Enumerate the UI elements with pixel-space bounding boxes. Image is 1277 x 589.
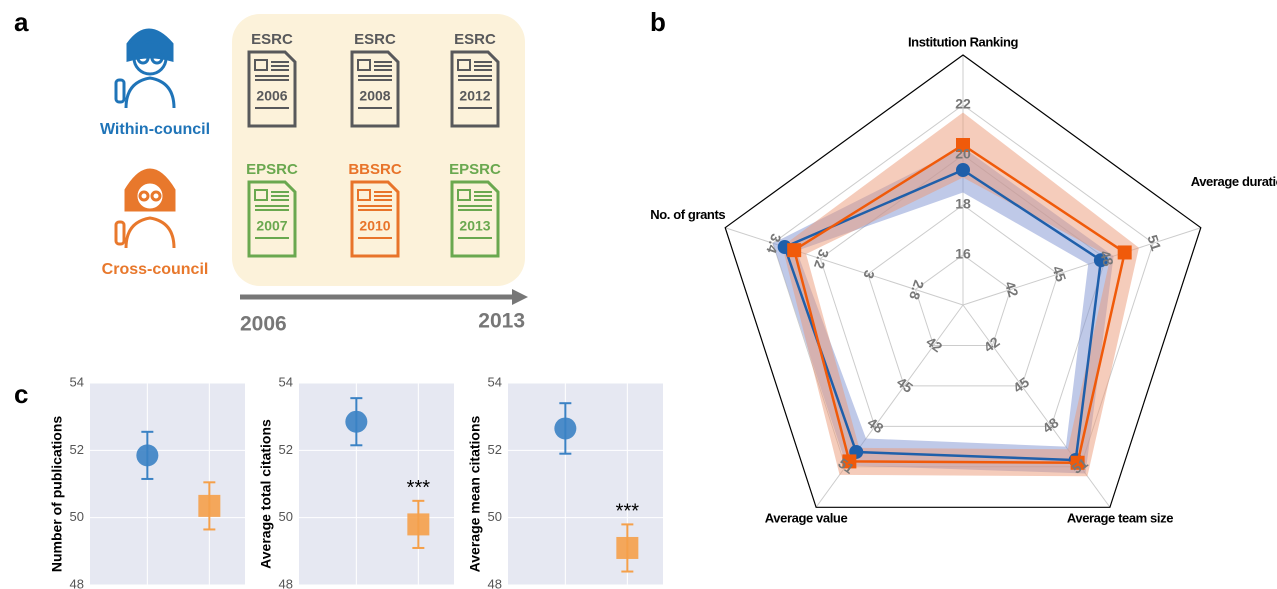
y-axis-label: Average mean citations: [467, 415, 483, 572]
marker: [1093, 253, 1108, 268]
axis-label: No. of grants: [650, 207, 725, 222]
tick-label: 42: [981, 333, 1003, 355]
y-tick-label: 50: [70, 509, 84, 524]
radar-frame: [724, 54, 1202, 508]
tick-label: 42: [1002, 279, 1022, 299]
timeline-start: 2006: [240, 313, 287, 336]
document-icon: [350, 180, 400, 258]
tick-label: 48: [1039, 414, 1061, 436]
y-tick-label: 52: [279, 442, 293, 457]
panel-label: a: [14, 7, 29, 37]
grid-ring: [867, 204, 1059, 387]
group-label: Cross-council: [102, 261, 209, 278]
document-icon: [450, 50, 500, 128]
scientist-icon: [114, 28, 176, 109]
axis-label: Average value: [765, 511, 848, 526]
y-tick-label: 54: [279, 374, 293, 389]
year-label: 2006: [256, 88, 287, 104]
council-label: ESRC: [454, 31, 496, 48]
year-label: 2008: [359, 88, 390, 104]
grid-ring: [914, 254, 1012, 346]
series-line: [792, 143, 1127, 465]
marker: [956, 138, 970, 152]
document-icon: [247, 50, 297, 128]
y-tick-label: 48: [279, 576, 293, 589]
document-icon: [357, 189, 371, 201]
tick-label: 18: [955, 196, 971, 212]
y-tick-label: 50: [488, 509, 502, 524]
tick-label: 2.8: [906, 278, 927, 302]
council-label: EPSRC: [246, 161, 298, 178]
tick-label: 45: [894, 374, 916, 396]
tick-label: 3.4: [763, 232, 784, 256]
y-tick-label: 50: [279, 509, 293, 524]
series-line: [783, 168, 1103, 462]
council-label: BBSRC: [348, 161, 402, 178]
document-icon: [254, 59, 268, 71]
year-label: 2013: [459, 218, 490, 234]
axis-label: Average duration: [1191, 174, 1277, 189]
scientist-icon: [114, 168, 176, 249]
tick-label: 48: [865, 414, 887, 436]
marker: [198, 494, 221, 517]
tick-label: 20: [955, 146, 971, 162]
y-tick-label: 54: [70, 374, 84, 389]
marker: [136, 444, 159, 467]
tick-label: 42: [923, 333, 945, 355]
year-label: 2010: [359, 218, 390, 234]
spoke: [962, 227, 1201, 306]
council-label: ESRC: [354, 31, 396, 48]
marker: [1117, 245, 1132, 260]
document-icon: [457, 189, 471, 201]
y-tick-label: 54: [488, 374, 502, 389]
group-label: Within-council: [100, 121, 210, 138]
panel-label: c: [14, 379, 28, 409]
year-label: 2012: [459, 88, 490, 104]
marker: [407, 513, 430, 536]
annotation: ***: [407, 477, 431, 499]
year-label: 2007: [256, 218, 287, 234]
y-axis-label: Number of publications: [49, 416, 65, 573]
document-icon: [247, 180, 297, 258]
marker: [956, 163, 970, 177]
tick-label: 51: [1144, 233, 1164, 253]
tick-label: 45: [1010, 374, 1032, 396]
plot-background: [299, 383, 454, 585]
tick-label: 45: [1049, 264, 1069, 284]
tick-label: 3.2: [811, 247, 832, 271]
y-tick-label: 48: [488, 576, 502, 589]
tick-label: 48: [1097, 248, 1117, 268]
marker: [1070, 455, 1085, 470]
document-icon: [450, 180, 500, 258]
marker: [345, 410, 368, 433]
y-axis-label: Average total citations: [258, 419, 274, 569]
timeline-end: 2013: [478, 310, 525, 333]
axis-label: Institution Ranking: [908, 34, 1019, 49]
document-icon: [350, 50, 400, 128]
panel-label: b: [650, 7, 666, 37]
y-tick-label: 52: [488, 442, 502, 457]
timeline-background: [232, 14, 525, 286]
axis-label: Average team size: [1067, 511, 1173, 526]
marker: [616, 536, 639, 559]
document-icon: [457, 59, 471, 71]
marker: [554, 417, 577, 440]
document-icon: [357, 59, 371, 71]
spoke: [725, 227, 964, 306]
tick-label: 16: [955, 246, 971, 262]
document-icon: [254, 189, 268, 201]
plot-background: [90, 383, 245, 585]
timeline-arrowhead: [512, 289, 528, 305]
annotation: ***: [616, 501, 640, 523]
tick-label: 22: [955, 96, 971, 112]
plot-background: [508, 383, 663, 585]
council-label: ESRC: [251, 31, 293, 48]
error-band: [772, 147, 1114, 474]
marker: [842, 454, 857, 469]
marker: [787, 243, 802, 258]
y-tick-label: 48: [70, 576, 84, 589]
y-tick-label: 52: [70, 442, 84, 457]
council-label: EPSRC: [449, 161, 501, 178]
